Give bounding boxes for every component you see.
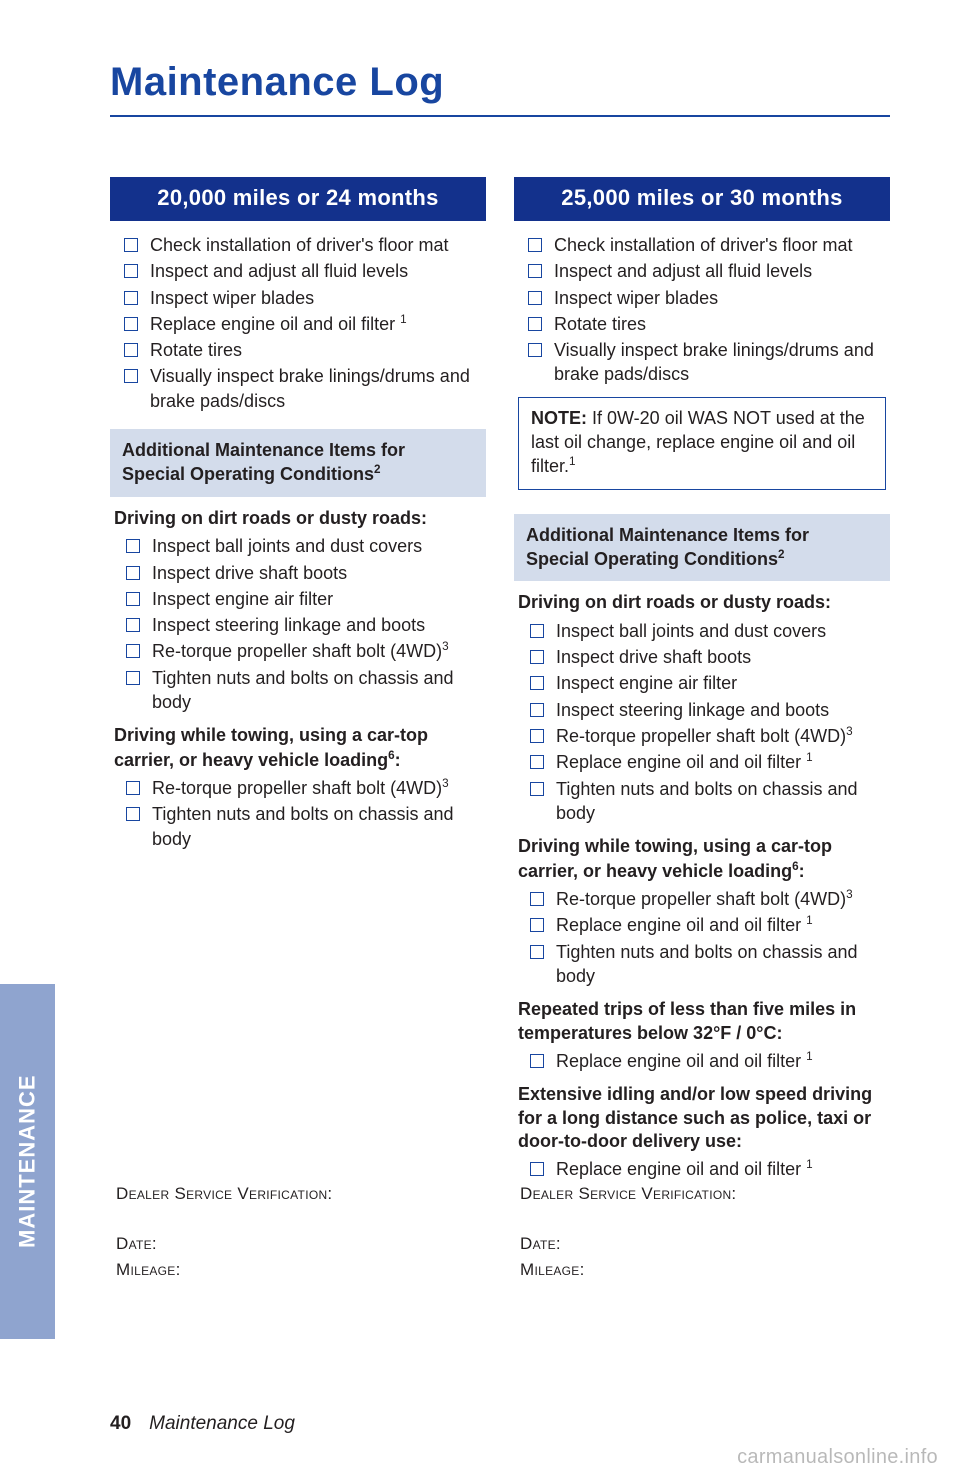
left-main-list: Check installation of driver's floor mat… [116, 233, 480, 413]
check-item: Inspect ball joints and dust covers [114, 534, 486, 558]
check-item: Rotate tires [524, 312, 884, 336]
condition-title: Repeated trips of less than five miles i… [518, 998, 886, 1045]
right-verify: Dealer Service Verification: Date: Milea… [514, 1184, 890, 1286]
right-header: 25,000 miles or 30 months [514, 177, 890, 221]
condition-title: Extensive idling and/or low speed drivin… [518, 1083, 886, 1153]
right-verify-mileage: Mileage: [520, 1260, 884, 1280]
left-column: 20,000 miles or 24 months Check installa… [110, 177, 486, 1286]
right-sub-header: Additional Maintenance Items for Special… [514, 514, 890, 582]
check-item: Inspect and adjust all fluid levels [120, 259, 480, 283]
check-item: Replace engine oil and oil filter 1 [518, 1157, 890, 1181]
condition-list: Inspect ball joints and dust coversInspe… [514, 619, 890, 825]
check-item: Inspect drive shaft boots [114, 561, 486, 585]
check-item: Tighten nuts and bolts on chassis and bo… [518, 777, 890, 826]
footnote-sup: 3 [442, 777, 449, 790]
check-item: Re-torque propeller shaft bolt (4WD)3 [114, 776, 486, 800]
right-sub-l1: Additional Maintenance Items for [526, 525, 809, 545]
check-item: Rotate tires [120, 338, 480, 362]
left-verify-mileage: Mileage: [116, 1260, 480, 1280]
check-item: Re-torque propeller shaft bolt (4WD)3 [114, 639, 486, 663]
note-box: NOTE: If 0W-20 oil WAS NOT used at the l… [518, 397, 886, 490]
check-item: Replace engine oil and oil filter 1 [518, 1049, 890, 1073]
page-body: Maintenance Log 20,000 miles or 24 month… [0, 0, 960, 1483]
check-item: Check installation of driver's floor mat [524, 233, 884, 257]
check-item: Tighten nuts and bolts on chassis and bo… [518, 940, 890, 989]
condition-list: Re-torque propeller shaft bolt (4WD)3Rep… [514, 887, 890, 988]
check-item: Inspect steering linkage and boots [114, 613, 486, 637]
footnote-sup: 3 [846, 888, 853, 901]
right-sub-l2: Special Operating Conditions [526, 549, 778, 569]
footnote-sup: 1 [400, 313, 407, 326]
right-main-section: Check installation of driver's floor mat… [514, 221, 890, 393]
right-verify-date: Date: [520, 1234, 884, 1254]
footer-title: Maintenance Log [149, 1413, 295, 1434]
left-verify-date: Date: [116, 1234, 480, 1254]
left-main-section: Check installation of driver's floor mat… [110, 221, 486, 419]
watermark: carmanualsonline.info [737, 1446, 938, 1469]
condition-list: Replace engine oil and oil filter 1 [514, 1157, 890, 1181]
title-rule [110, 115, 890, 117]
left-verify: Dealer Service Verification: Date: Milea… [110, 1184, 486, 1286]
footnote-sup: 3 [846, 725, 853, 738]
left-conditions: Driving on dirt roads or dusty roads: Ins… [110, 497, 486, 853]
condition-list: Inspect ball joints and dust covers Inspe… [110, 534, 486, 714]
left-sub-header: Additional Maintenance Items for Special… [110, 429, 486, 497]
check-item: Check installation of driver's floor mat [120, 233, 480, 257]
condition-title: Driving on dirt roads or dusty roads: [518, 591, 886, 614]
check-item: Inspect drive shaft boots [518, 645, 890, 669]
check-item: Inspect wiper blades [524, 286, 884, 310]
check-item: Replace engine oil and oil filter 1 [518, 913, 890, 937]
left-verify-dealer: Dealer Service Verification: [116, 1184, 480, 1204]
condition-title: Driving on dirt roads or dusty roads: [114, 507, 482, 530]
right-column: 25,000 miles or 30 months Check installa… [514, 177, 890, 1286]
check-item: Tighten nuts and bolts on chassis and bo… [114, 802, 486, 851]
note-label: NOTE: [531, 408, 587, 428]
page-title: Maintenance Log [110, 60, 890, 105]
condition-list: Replace engine oil and oil filter 1 [514, 1049, 890, 1073]
check-item: Re-torque propeller shaft bolt (4WD)3 [518, 887, 890, 911]
check-item: Visually inspect brake linings/drums and… [120, 364, 480, 413]
check-item: Inspect steering linkage and boots [518, 698, 890, 722]
footnote-sup: 1 [806, 1158, 813, 1171]
note-sup: 1 [569, 455, 576, 468]
columns: 20,000 miles or 24 months Check installa… [110, 177, 890, 1286]
check-item: Re-torque propeller shaft bolt (4WD)3 [518, 724, 890, 748]
footnote-sup: 1 [806, 914, 813, 927]
page-number: 40 [110, 1413, 131, 1434]
left-sub-l2: Special Operating Conditions [122, 464, 374, 484]
check-item: Replace engine oil and oil filter 1 [518, 750, 890, 774]
right-main-list: Check installation of driver's floor mat… [520, 233, 884, 387]
footnote-sup: 1 [806, 751, 813, 764]
right-verify-dealer: Dealer Service Verification: [520, 1184, 884, 1204]
left-sub-sup: 2 [374, 463, 381, 476]
condition-title: Driving while towing, using a car-topcar… [518, 835, 886, 883]
right-sub-sup: 2 [778, 548, 785, 561]
left-header: 20,000 miles or 24 months [110, 177, 486, 221]
check-item: Inspect and adjust all fluid levels [524, 259, 884, 283]
right-conditions: Driving on dirt roads or dusty roads: Ins… [514, 581, 890, 1183]
check-item: Inspect wiper blades [120, 286, 480, 310]
footnote-sup: 3 [442, 640, 449, 653]
check-item: Visually inspect brake linings/drums and… [524, 338, 884, 387]
condition-title: Driving while towing, using a car-topcar… [114, 724, 482, 772]
check-item: Replace engine oil and oil filter 1 [120, 312, 480, 336]
left-sub-l1: Additional Maintenance Items for [122, 440, 405, 460]
page-footer: 40 Maintenance Log [110, 1413, 295, 1435]
check-item: Inspect engine air filter [518, 671, 890, 695]
footnote-sup: 1 [806, 1050, 813, 1063]
left-spacer [110, 853, 486, 1184]
check-item: Tighten nuts and bolts on chassis and bo… [114, 666, 486, 715]
check-item: Inspect ball joints and dust covers [518, 619, 890, 643]
check-item: Inspect engine air filter [114, 587, 486, 611]
condition-list: Re-torque propeller shaft bolt (4WD)3Tig… [110, 776, 486, 851]
